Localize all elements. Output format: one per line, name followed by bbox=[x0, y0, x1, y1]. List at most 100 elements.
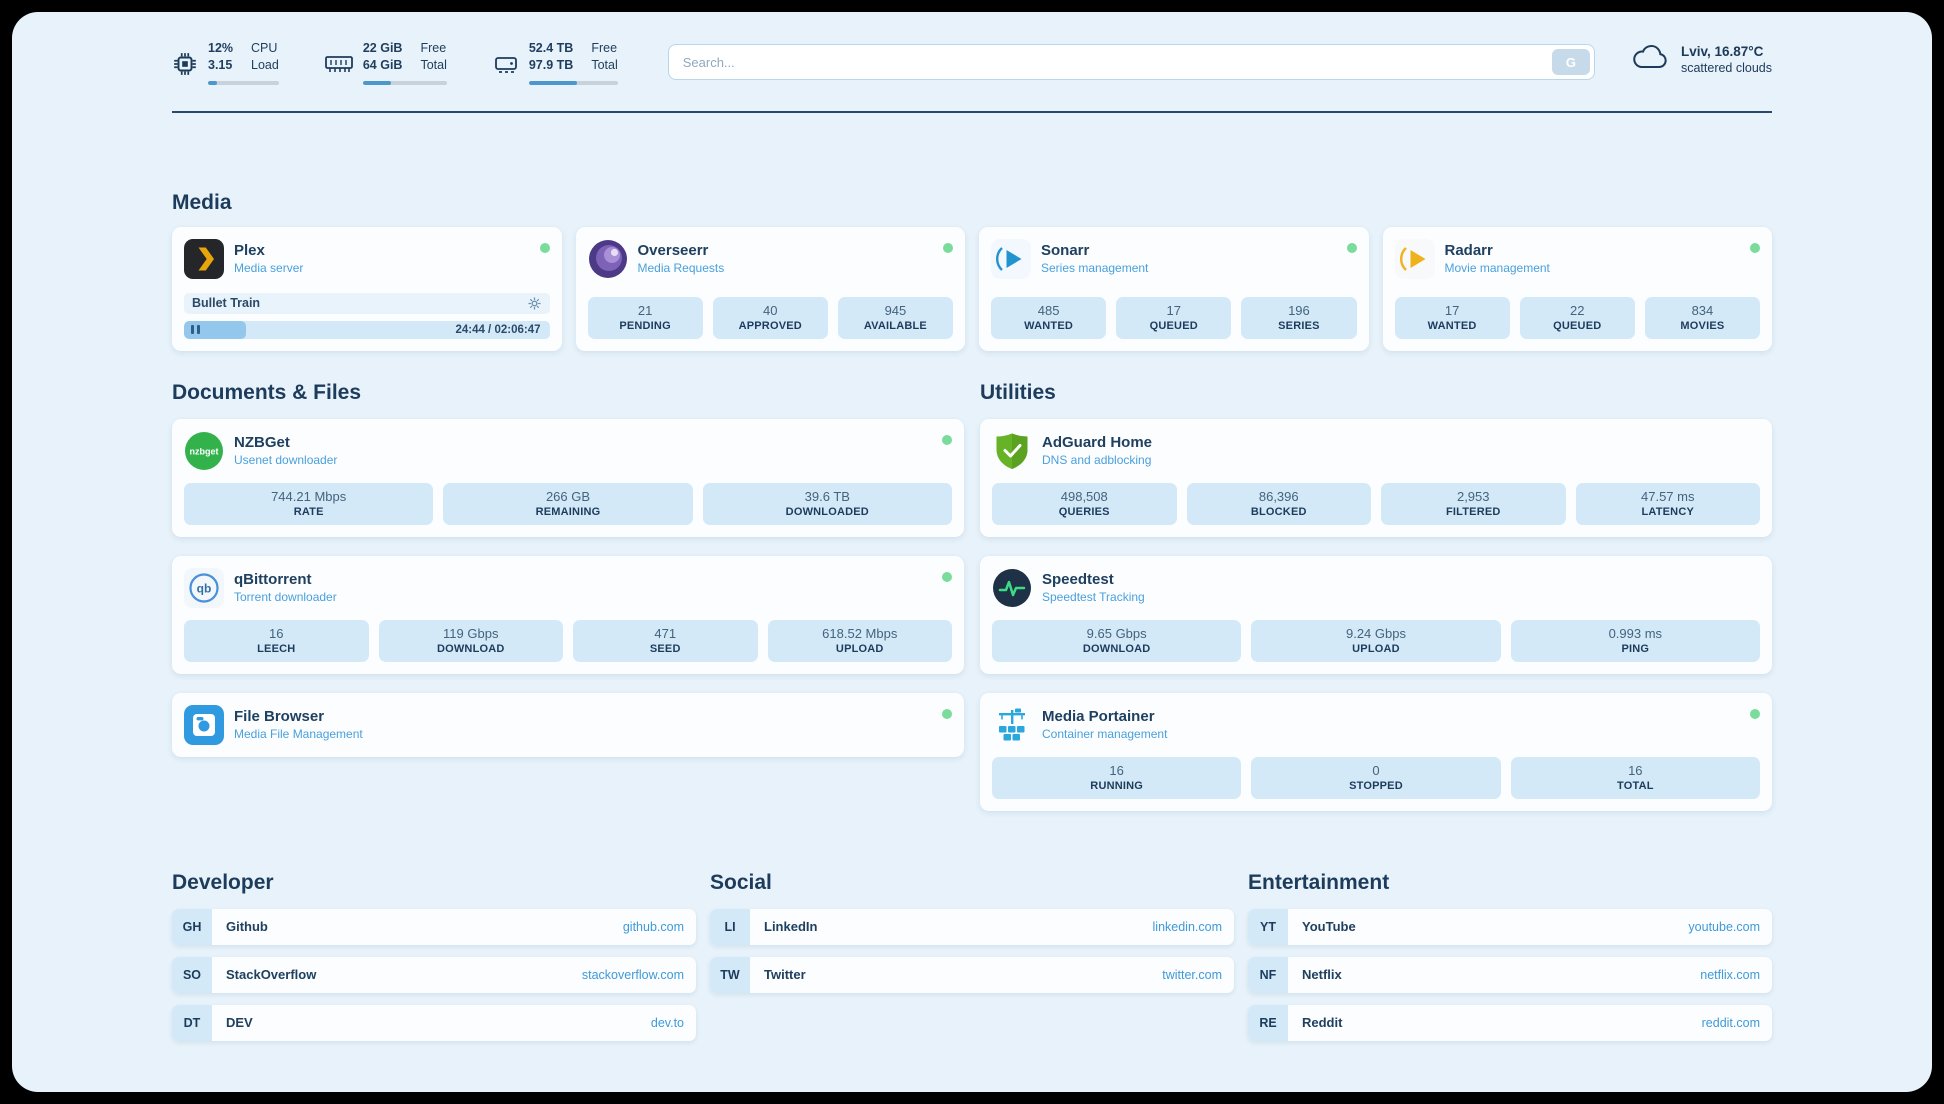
stat-label: RUNNING bbox=[1090, 779, 1144, 792]
link-row-github[interactable]: GH Github github.com bbox=[172, 908, 696, 945]
speedtest-icon bbox=[992, 568, 1032, 608]
weather-widget: Lviv, 16.87°C scattered clouds bbox=[1631, 40, 1772, 77]
link-name: DEV bbox=[226, 1015, 253, 1031]
search-input[interactable] bbox=[667, 44, 1595, 80]
stat-value: 9.65 Gbps bbox=[1086, 625, 1147, 641]
stat-value: 471 bbox=[654, 625, 677, 641]
stat-label: DOWNLOAD bbox=[436, 642, 505, 655]
stat-running: 16 RUNNING bbox=[992, 756, 1242, 799]
link-row-reddit[interactable]: RE Reddit reddit.com bbox=[1248, 1004, 1772, 1041]
stat-stopped: 0 STOPPED bbox=[1251, 756, 1501, 799]
stat-value: 39.6 TB bbox=[804, 488, 850, 504]
sonarr-icon bbox=[991, 238, 1031, 279]
status-dot-online bbox=[942, 708, 952, 719]
stat-rate: 744.21 Mbps RATE bbox=[184, 482, 434, 525]
svg-text:nzbget: nzbget bbox=[190, 446, 219, 456]
stat-label: UPLOAD bbox=[1352, 642, 1400, 655]
service-name: qBittorrent bbox=[234, 571, 312, 589]
link-url[interactable]: youtube.com bbox=[1688, 919, 1760, 934]
playback-time: 24:44 / 02:06:47 bbox=[455, 323, 541, 336]
stat-label: LATENCY bbox=[1641, 505, 1695, 518]
link-url[interactable]: reddit.com bbox=[1701, 1015, 1760, 1030]
link-name: StackOverflow bbox=[226, 967, 317, 983]
service-subtitle: Speedtest Tracking bbox=[1042, 590, 1145, 605]
stat-queries: 498,508 QUERIES bbox=[992, 482, 1177, 525]
ram-icon bbox=[324, 40, 353, 85]
service-card-overseerr[interactable]: Overseerr Media Requests 21 PENDING 40 APPROV… bbox=[575, 226, 965, 351]
stat-value: 22 bbox=[1570, 302, 1585, 318]
stat-label: DOWNLOADED bbox=[785, 505, 869, 518]
service-card-sonarr[interactable]: Sonarr Series management 485 WANTED 17 QUEUED… bbox=[979, 226, 1369, 351]
filebrowser-icon bbox=[184, 704, 224, 745]
link-row-stackoverflow[interactable]: SO StackOverflow stackoverflow.com bbox=[172, 956, 696, 993]
service-card-file-browser[interactable]: File Browser Media File Management bbox=[172, 692, 964, 757]
stat-value: 17 bbox=[1166, 302, 1181, 318]
service-header: Speedtest Speedtest Tracking bbox=[992, 568, 1760, 608]
ram-usage-bar bbox=[362, 80, 447, 85]
service-name: File Browser bbox=[234, 708, 325, 726]
cpu-usage-bar-fill bbox=[208, 80, 217, 85]
service-stats: 485 WANTED 17 QUEUED 196 SERIES bbox=[991, 285, 1357, 339]
stat-value: 945 bbox=[884, 302, 907, 318]
section-title-social: Social bbox=[710, 870, 772, 894]
link-abbr: NF bbox=[1248, 956, 1288, 993]
stat-wanted: 485 WANTED bbox=[991, 296, 1107, 339]
link-url[interactable]: stackoverflow.com bbox=[581, 967, 684, 982]
cpu-usage-value: 12% bbox=[208, 41, 234, 55]
stat-value: 196 bbox=[1288, 302, 1310, 318]
stat-seed: 471 SEED bbox=[573, 619, 758, 662]
stat-label: WANTED bbox=[1024, 319, 1074, 332]
pause-bar bbox=[191, 325, 194, 335]
weather-condition: scattered clouds bbox=[1680, 61, 1772, 75]
playback-progress-bar[interactable]: 24:44 / 02:06:47 bbox=[184, 320, 550, 339]
stat-label: STOPPED bbox=[1349, 779, 1403, 792]
service-card-radarr[interactable]: Radarr Movie management 17 WANTED 22 QUEUED 83… bbox=[1382, 226, 1772, 351]
ram-free-label: Free bbox=[420, 41, 447, 55]
link-row-twitter[interactable]: TW Twitter twitter.com bbox=[710, 956, 1234, 993]
ram-total-label: Total bbox=[420, 57, 447, 72]
link-row-youtube[interactable]: YT YouTube youtube.com bbox=[1248, 908, 1772, 945]
cloud-icon bbox=[1631, 42, 1671, 77]
stat-value: 834 bbox=[1691, 302, 1714, 318]
service-card-media-portainer[interactable]: Media Portainer Container management 16 RUN… bbox=[980, 692, 1772, 811]
link-url[interactable]: github.com bbox=[622, 919, 684, 934]
service-name: Sonarr bbox=[1041, 242, 1090, 260]
stat-label: QUEUED bbox=[1553, 319, 1602, 332]
service-name: Overseerr bbox=[637, 242, 709, 260]
service-card-plex[interactable]: Plex Media server Bullet Train 24:44 / 02:0… bbox=[172, 226, 562, 351]
qbittorrent-icon: qb bbox=[184, 567, 224, 608]
disk-widget-rows: 52.4 TB 97.9 TB Free Total bbox=[529, 40, 618, 74]
service-card-nzbget[interactable]: nzbget NZBGet Usenet downloader 744.21 Mbps… bbox=[172, 418, 964, 537]
link-url[interactable]: twitter.com bbox=[1162, 967, 1222, 982]
stat-value: 16 bbox=[1109, 762, 1124, 778]
link-row-linkedin[interactable]: LI LinkedIn linkedin.com bbox=[710, 908, 1234, 945]
link-url[interactable]: dev.to bbox=[650, 1015, 684, 1030]
service-card-adguard-home[interactable]: AdGuard Home DNS and adblocking 498,508 QUE… bbox=[980, 418, 1772, 537]
link-abbr: SO bbox=[172, 956, 212, 993]
service-titles: AdGuard Home DNS and adblocking bbox=[1042, 434, 1152, 467]
service-titles: NZBGet Usenet downloader bbox=[234, 434, 337, 467]
link-row-dev[interactable]: DT DEV dev.to bbox=[172, 1004, 696, 1041]
link-name: Twitter bbox=[764, 967, 806, 983]
disk-usage-bar-fill bbox=[528, 80, 577, 85]
service-header: nzbget NZBGet Usenet downloader bbox=[184, 431, 952, 471]
cpu-widget-body: 12% 3.15 CPU Load bbox=[208, 40, 279, 85]
radarr-icon bbox=[1394, 238, 1435, 279]
stat-label: PING bbox=[1621, 642, 1650, 655]
stat-label: LEECH bbox=[257, 642, 296, 655]
status-dot-online bbox=[943, 242, 953, 253]
service-stats: 16 RUNNING 0 STOPPED 16 TOTAL bbox=[992, 745, 1760, 799]
search-button[interactable]: G bbox=[1551, 49, 1590, 75]
stat-available: 945 AVAILABLE bbox=[837, 296, 954, 339]
entertainment-link-rows: YT YouTube youtube.com NF Netflix netflix.com… bbox=[1248, 908, 1772, 1041]
middle-columns: Documents & Files nzbget NZBGet Usenet dow… bbox=[172, 381, 1772, 811]
service-card-speedtest[interactable]: Speedtest Speedtest Tracking 9.65 Gbps DOWN… bbox=[980, 555, 1772, 674]
link-name: Netflix bbox=[1302, 967, 1342, 983]
gear-icon[interactable] bbox=[527, 296, 542, 311]
status-dot-online bbox=[942, 434, 952, 445]
service-subtitle: Movie management bbox=[1444, 261, 1550, 276]
link-row-netflix[interactable]: NF Netflix netflix.com bbox=[1248, 956, 1772, 993]
link-url[interactable]: linkedin.com bbox=[1152, 919, 1222, 934]
link-url[interactable]: netflix.com bbox=[1700, 967, 1760, 982]
service-card-qbittorrent[interactable]: qb qBittorrent Torrent downloader 16 LEECH 11… bbox=[172, 555, 964, 674]
